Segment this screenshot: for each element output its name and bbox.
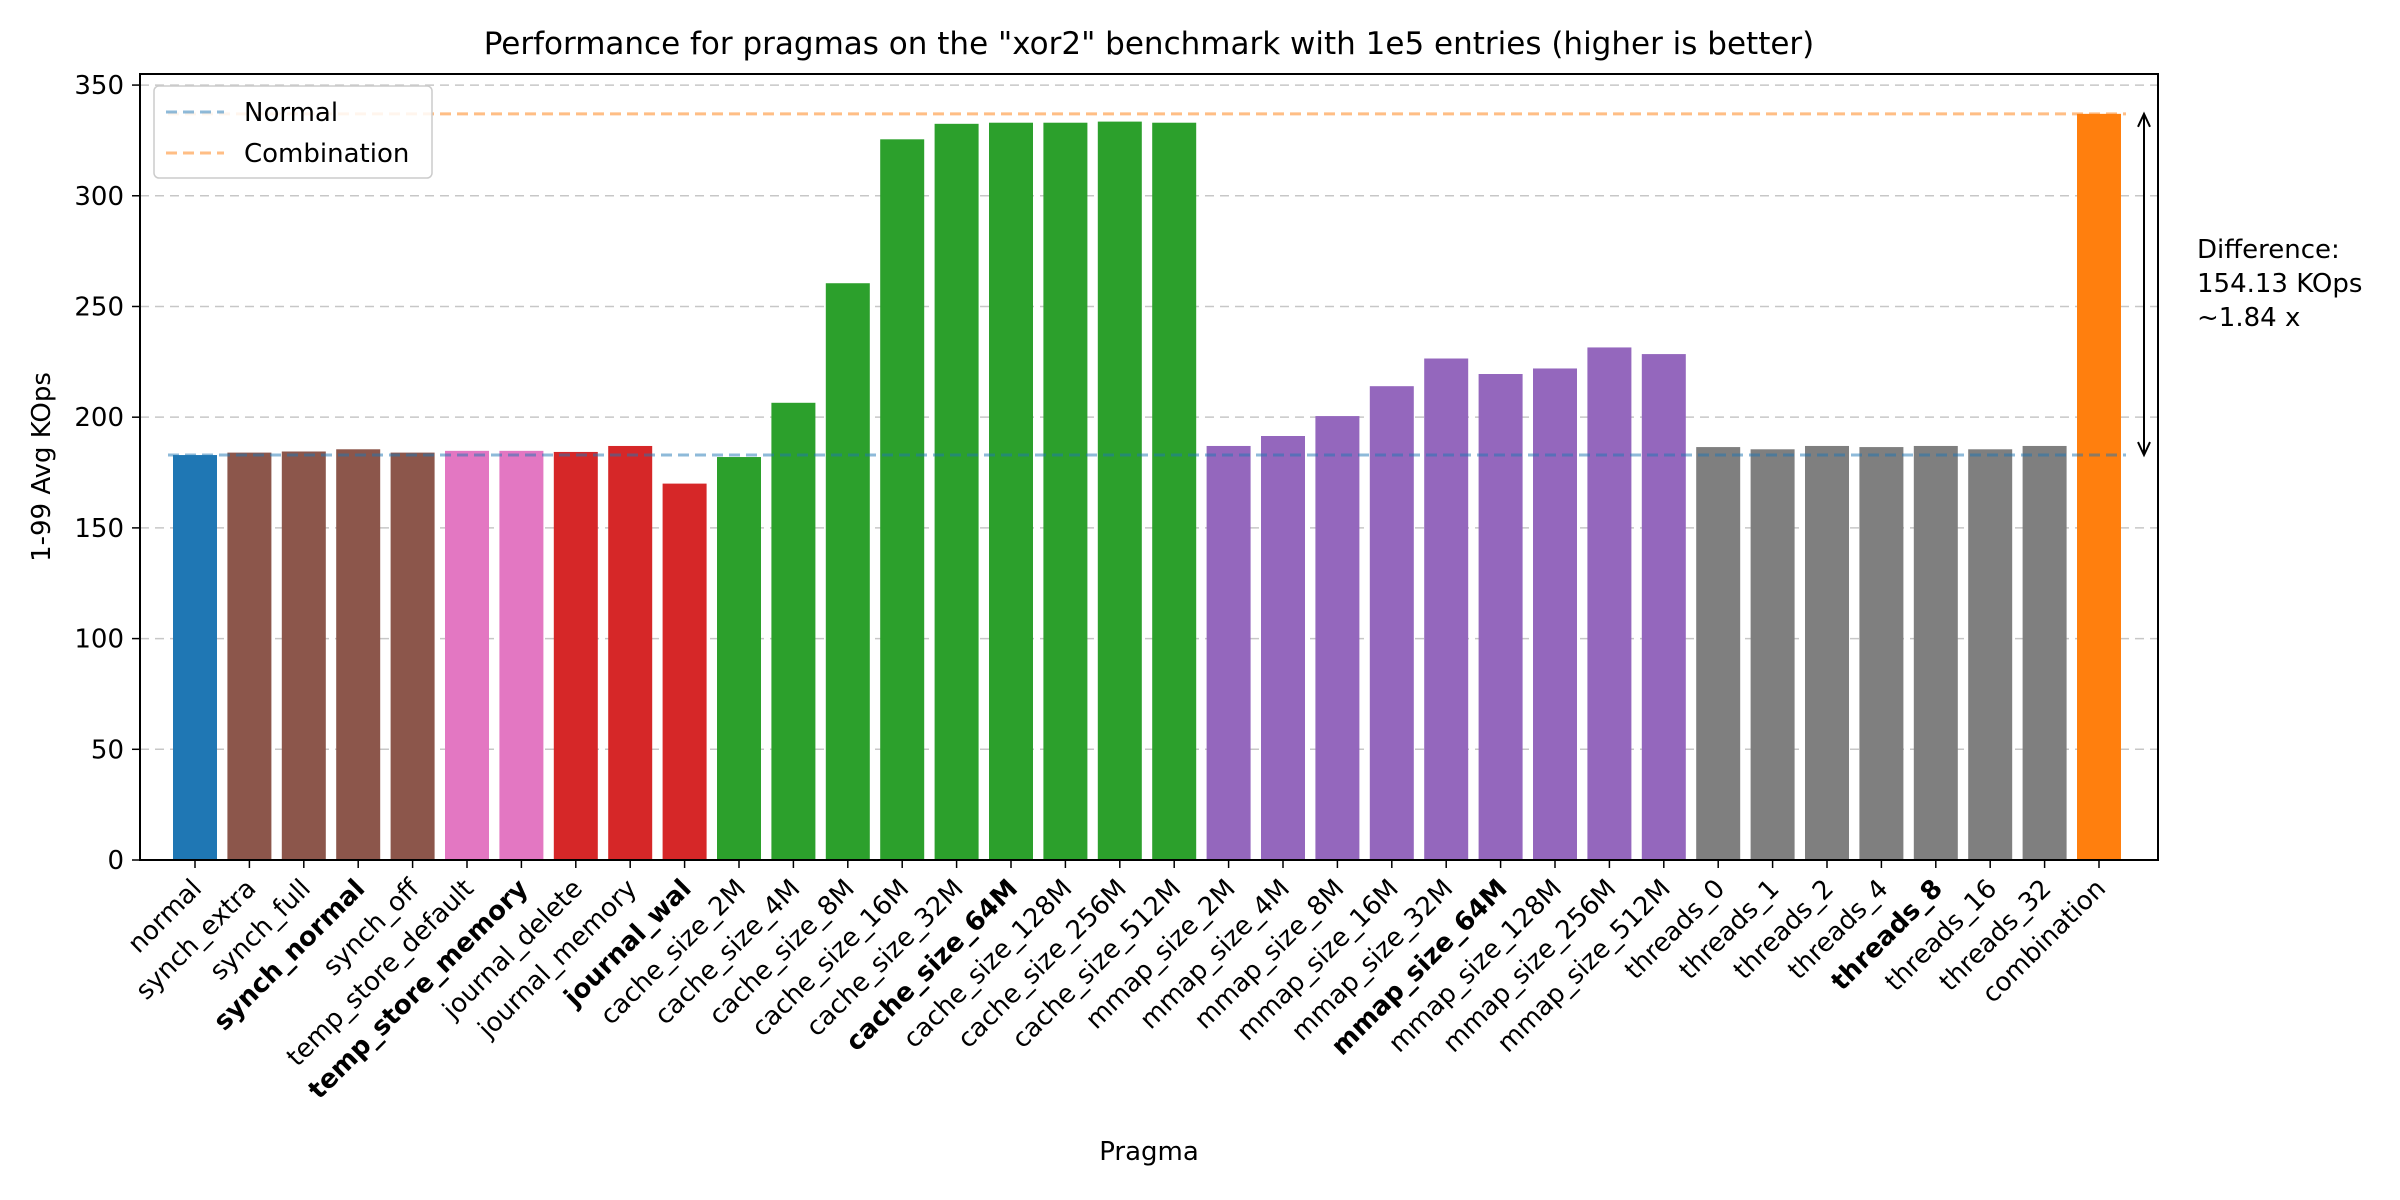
x-axis-label: Pragma (1099, 1137, 1199, 1167)
bar-threads-2 (1805, 445, 1849, 860)
difference-label: Difference: 154.13 KOps ~1.84 x (2197, 235, 2371, 333)
bar-cache-size-512m (1152, 122, 1197, 861)
bar-cache-size-8m (825, 283, 870, 861)
gridlines (140, 84, 2158, 751)
bar-temp-store-memory (499, 450, 544, 860)
legend-label-normal: Normal (244, 98, 338, 128)
bar-threads-32 (2022, 445, 2067, 860)
bar-threads-4 (1859, 447, 1904, 860)
legend-box (153, 85, 433, 179)
bar-mmap-size-64m (1478, 374, 1523, 860)
y-axis: 0 50 100 150 200 250 300 350 (74, 71, 140, 876)
chart-title: Performance for pragmas on the "xor2" be… (484, 26, 1815, 62)
bar-cache-size-32m (934, 123, 979, 861)
arrow-head-bottom (2137, 441, 2151, 458)
y-tick-label-350: 350 (74, 71, 124, 101)
bar-mmap-size-8m (1315, 416, 1360, 860)
bar-cache-size-256m (1097, 121, 1142, 861)
arrow-head-top (2137, 111, 2151, 128)
bar-synch-full (281, 451, 326, 860)
bar-journal-memory (608, 445, 653, 860)
bar-synch-normal (336, 449, 381, 860)
legend: Normal Combination (153, 85, 433, 179)
bar-mmap-size-512m (1641, 354, 1686, 860)
bar-mmap-size-16m (1369, 386, 1414, 860)
difference-line-1: Difference: (2197, 235, 2340, 265)
reference-lines (168, 112, 2126, 457)
bar-mmap-size-2m (1206, 445, 1251, 860)
bar-cache-size-2m (717, 457, 761, 860)
y-tick-label-300: 300 (74, 182, 124, 212)
bar-cache-size-128m (1043, 122, 1088, 861)
bar-threads-0 (1696, 447, 1741, 860)
y-tick-label-150: 150 (74, 514, 124, 544)
bar-journal-wal (662, 483, 707, 860)
y-tick-label-0: 0 (107, 846, 124, 876)
bar-cache-size-4m (771, 402, 816, 860)
bar-normal (173, 455, 217, 860)
bar-threads-16 (1968, 449, 2013, 860)
difference-line-3: ~1.84 x (2197, 303, 2300, 333)
legend-label-combination: Combination (244, 139, 409, 169)
y-tick-label-100: 100 (74, 625, 124, 655)
y-axis-label: 1-99 Avg KOps (27, 372, 57, 562)
bar-threads-1 (1750, 449, 1795, 860)
bar-cache-size-16m (880, 139, 925, 860)
plot-frame (139, 73, 2159, 861)
difference-annotation: Difference: 154.13 KOps ~1.84 x (2137, 111, 2371, 458)
bar-synch-off (390, 452, 435, 860)
bar-temp-store-default (445, 450, 489, 860)
y-tick-label-250: 250 (74, 292, 124, 322)
y-tick-label-200: 200 (74, 403, 124, 433)
y-tick-label-50: 50 (91, 735, 124, 765)
x-axis: normalsynch_extrasynch_fullsynch_normals… (122, 860, 2112, 1105)
bar-mmap-size-4m (1261, 436, 1305, 860)
bar-journal-delete (553, 451, 598, 860)
bar-threads-8 (1913, 445, 1958, 860)
bar-mmap-size-128m (1533, 368, 1577, 860)
bar-cache-size-64m (989, 122, 1033, 861)
bar-mmap-size-256m (1587, 347, 1632, 860)
bar-combination (2077, 113, 2121, 861)
bars (173, 113, 2121, 861)
bar-mmap-size-32m (1424, 358, 1469, 860)
bar-synch-extra (227, 452, 272, 860)
difference-line-2: 154.13 KOps (2197, 269, 2362, 299)
